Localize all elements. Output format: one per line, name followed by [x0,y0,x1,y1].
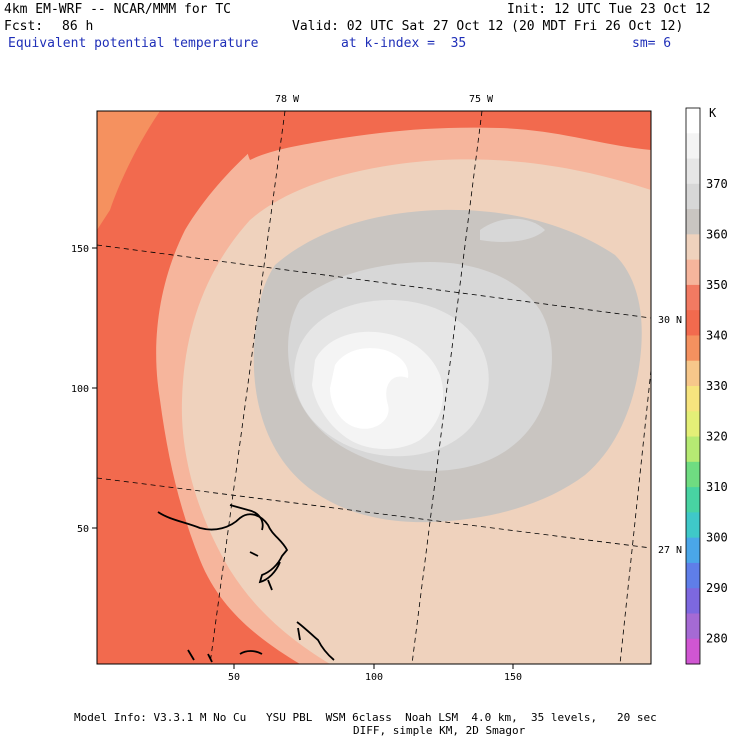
latitude-label: 30 N [658,315,682,326]
colorbar-segment [686,234,700,261]
longitude-label: 75 W [469,94,494,105]
latitude-label: 27 N [658,545,682,556]
colorbar: 370 360 350 340 330 320 310 300 290 280 [685,107,728,665]
colorbar-unit: K [709,106,717,120]
x-tick-label: 150 [504,672,522,683]
colorbar-segment [686,461,700,488]
colorbar-segment [686,259,700,286]
colorbar-segment [686,360,700,387]
colorbar-level-label: 370 [706,177,728,191]
forecast-label: Fcst: [4,19,44,34]
init-time: Init: 12 UTC Tue 23 Oct 12 [507,2,711,17]
colorbar-segment [686,436,700,463]
colorbar-segment [686,487,700,513]
colorbar-segment [686,588,700,614]
colorbar-level-label: 350 [706,278,728,292]
model-info: Model Info: V3.3.1 M No Cu YSU PBL WSM 6… [74,711,657,724]
colorbar-segment [686,158,700,185]
colorbar-segment [686,537,700,564]
colorbar-segment [686,512,700,539]
colorbar-segment [686,562,700,589]
colorbar-segment [686,386,700,412]
colorbar-level-label: 280 [706,632,728,646]
colorbar-segment [686,310,700,336]
colorbar-segment [686,284,700,311]
colorbar-segment [686,613,700,640]
axis-ticks [92,247,514,669]
longitude-label: 78 W [275,94,300,105]
colorbar-level-label: 340 [706,328,728,342]
colorbar-level-label: 360 [706,227,728,241]
colorbar-level-label: 290 [706,581,728,595]
colorbar-segment [686,209,700,235]
colorbar-level-label: 300 [706,531,728,545]
y-tick-label: 50 [77,524,89,535]
colorbar-frame [685,107,701,665]
colorbar-segment [686,411,700,438]
graticule [97,111,651,664]
valid-time: Valid: 02 UTC Sat 27 Oct 12 (20 MDT Fri … [292,19,684,34]
colorbar-segment [686,133,700,160]
theta-e-field [97,111,651,664]
forecast-hours: 86 h [62,19,94,34]
colorbar-segment [686,335,700,362]
y-tick-label: 100 [71,384,89,395]
colorbar-level-label: 310 [706,480,728,494]
smoothing-label: sm= 6 [632,36,672,51]
coastline [157,504,335,663]
colorbar-segment [686,638,700,665]
x-tick-label: 50 [228,672,240,683]
colorbar-level-label: 320 [706,430,728,444]
model-info-diffusion: DIFF, simple KM, 2D Smagor [353,724,526,737]
colorbar-level-label: 330 [706,379,728,393]
model-title: 4km EM-WRF -- NCAR/MMM for TC [4,2,231,17]
colorbar-segment [686,108,700,134]
colorbar-segment [686,183,700,210]
y-tick-label: 150 [71,244,89,255]
level-label: at k-index = 35 [341,36,467,51]
x-tick-label: 100 [365,672,383,683]
field-name: Equivalent potential temperature [8,36,259,51]
